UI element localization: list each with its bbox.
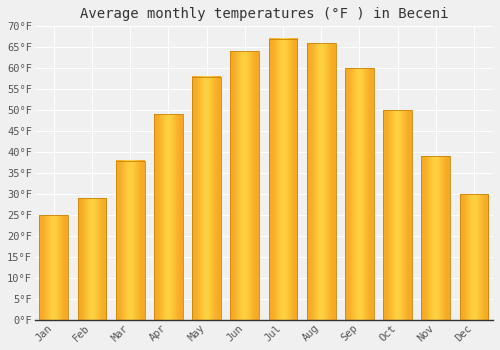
Bar	[460, 194, 488, 320]
Title: Average monthly temperatures (°F ) in Beceni: Average monthly temperatures (°F ) in Be…	[80, 7, 448, 21]
Bar	[230, 51, 259, 320]
Bar	[345, 68, 374, 320]
Bar	[422, 156, 450, 320]
Bar	[307, 43, 336, 320]
Bar	[383, 110, 412, 320]
Bar	[192, 77, 221, 320]
Bar	[116, 161, 144, 320]
Bar	[268, 39, 298, 320]
Bar	[154, 114, 182, 320]
Bar	[78, 198, 106, 320]
Bar	[40, 215, 68, 320]
